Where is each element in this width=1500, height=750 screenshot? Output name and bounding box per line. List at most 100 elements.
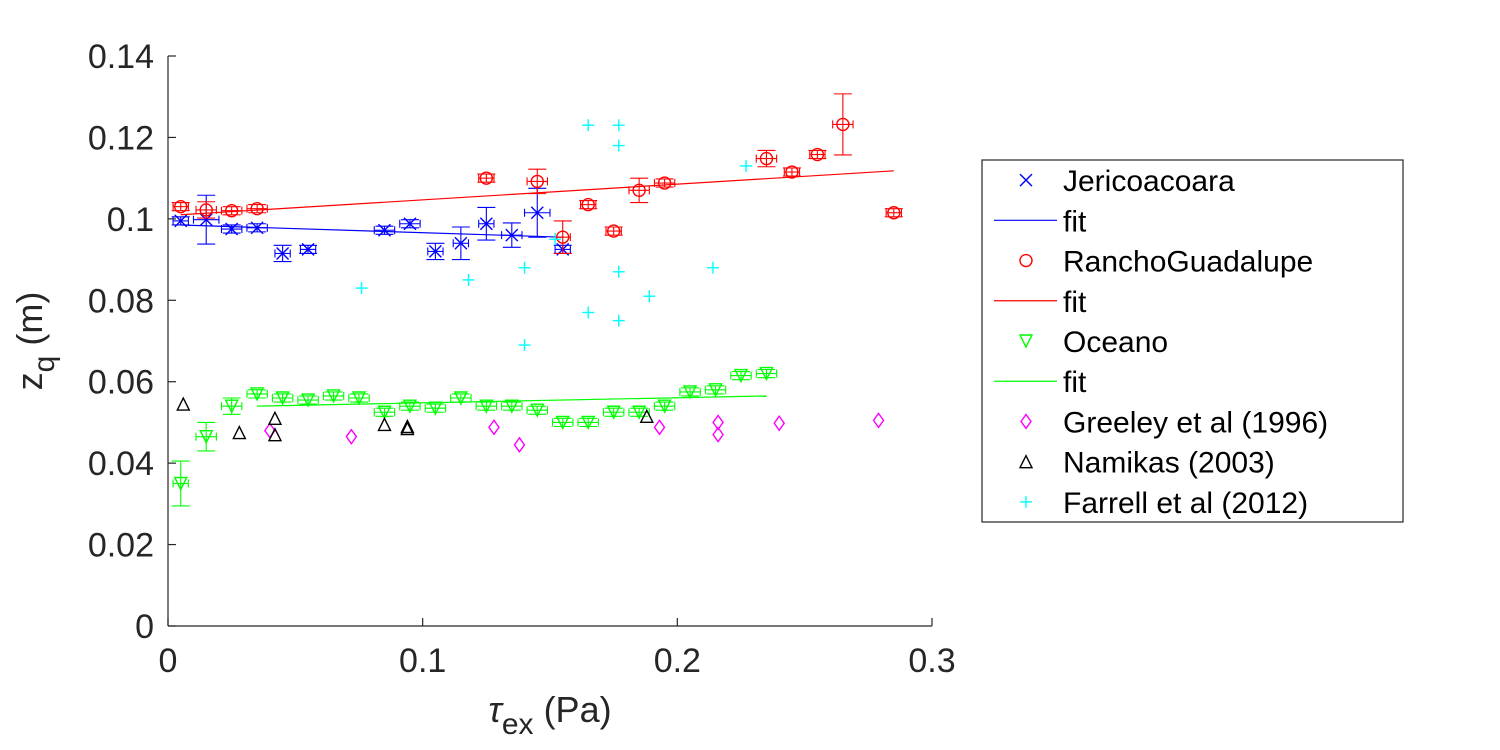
data-point [199, 213, 213, 227]
data-point [250, 387, 265, 402]
x-error-bar [809, 150, 826, 159]
x-error-bar [297, 396, 319, 405]
plot-area [171, 93, 903, 507]
data-point [581, 197, 595, 212]
legend-label: fit [1063, 286, 1087, 319]
fit-line [180, 224, 563, 238]
x-error-bar [832, 120, 854, 129]
data-point [872, 412, 885, 429]
series-farrell-et-al-2012 [355, 119, 753, 352]
x-error-bar [602, 408, 625, 417]
data-point [759, 366, 774, 382]
y-axis-label-unit: (m) [9, 292, 50, 356]
data-point [759, 151, 774, 166]
data-point [377, 405, 392, 420]
x-tick-label: 0.2 [654, 642, 701, 680]
series-fit [180, 170, 894, 216]
x-error-bar [373, 408, 396, 417]
data-point [643, 290, 656, 303]
data-point [403, 217, 417, 231]
x-error-bar [475, 402, 498, 411]
data-point [276, 246, 290, 260]
data-point [612, 265, 625, 278]
x-error-bar [271, 394, 294, 402]
data-point [275, 391, 290, 406]
data-point [581, 415, 596, 430]
data-point [402, 399, 418, 414]
data-point [632, 183, 646, 198]
y-tick-label: 0.06 [88, 364, 154, 402]
data-point [530, 403, 545, 418]
legend-marker-swatch [1019, 173, 1033, 187]
legend-item-namikas-2003: Namikas (2003) [1018, 447, 1275, 480]
data-point [345, 428, 358, 445]
x-error-bar [195, 432, 217, 441]
x-error-bar [755, 154, 778, 163]
x-axis-label-sub: ex [502, 708, 534, 741]
data-point [250, 201, 264, 216]
data-point [377, 223, 391, 237]
data-point [224, 399, 239, 414]
legend-marker-swatch [1020, 413, 1032, 430]
x-error-bar [704, 385, 727, 394]
y-tick-label: 0 [135, 608, 154, 646]
data-point [706, 261, 719, 274]
x-error-bar [424, 404, 447, 413]
y-axis-label: zq (m) [9, 292, 61, 391]
data-point [773, 415, 786, 432]
data-point [504, 399, 519, 414]
x-error-bar [653, 402, 676, 411]
x-error-bar [885, 208, 902, 217]
data-point [606, 224, 621, 238]
legend-label: Namikas (2003) [1063, 447, 1275, 480]
x-error-bar [172, 479, 189, 488]
x-tick-label: 0.3 [908, 642, 955, 680]
data-point [479, 399, 494, 414]
data-point [708, 383, 723, 398]
x-axis-label-symbol: τ [488, 689, 504, 730]
legend-label: fit [1063, 205, 1087, 238]
legend-label: Jericoacoara [1063, 165, 1235, 198]
x-error-bar [605, 227, 622, 236]
x-error-bar [755, 369, 778, 378]
legend-marker-swatch [1018, 334, 1034, 349]
y-tick-label: 0.08 [88, 282, 154, 320]
data-point [400, 418, 415, 434]
data-point [174, 199, 188, 214]
x-ticks: 0 0.1 0.2 0.3 [159, 618, 956, 680]
data-point [836, 117, 850, 132]
y-axis-label-symbol: z [9, 372, 50, 390]
data-point [355, 282, 368, 295]
x-error-bar [783, 168, 801, 177]
x-error-bar [679, 387, 701, 396]
legend-item-ranchoguadalupe: RanchoGuadalupe [1019, 246, 1313, 279]
data-point [462, 273, 475, 286]
series-namikas-2003 [176, 396, 654, 442]
data-point [479, 171, 494, 185]
fit-line [180, 170, 894, 216]
legend-marker-swatch [1018, 454, 1034, 469]
data-point [682, 385, 698, 400]
data-point [582, 119, 595, 132]
data-point [612, 119, 625, 132]
data-point [810, 147, 825, 162]
data-point [300, 393, 316, 408]
data-point [606, 405, 621, 420]
data-point [454, 236, 468, 250]
data-point [653, 419, 666, 436]
data-point [555, 415, 570, 430]
data-point [377, 416, 392, 432]
data-point [518, 261, 531, 274]
data-point [301, 242, 315, 256]
legend-label: fit [1063, 366, 1087, 399]
x-error-bar [730, 371, 752, 380]
legend-marker-swatch [1019, 253, 1033, 268]
fit-line [257, 395, 767, 407]
x-error-bar [450, 394, 472, 402]
x-error-bar [501, 402, 523, 411]
x-error-bar [322, 391, 345, 400]
x-error-bar [551, 418, 574, 427]
series-fit [180, 224, 563, 238]
y-tick-label: 0.12 [88, 119, 154, 157]
